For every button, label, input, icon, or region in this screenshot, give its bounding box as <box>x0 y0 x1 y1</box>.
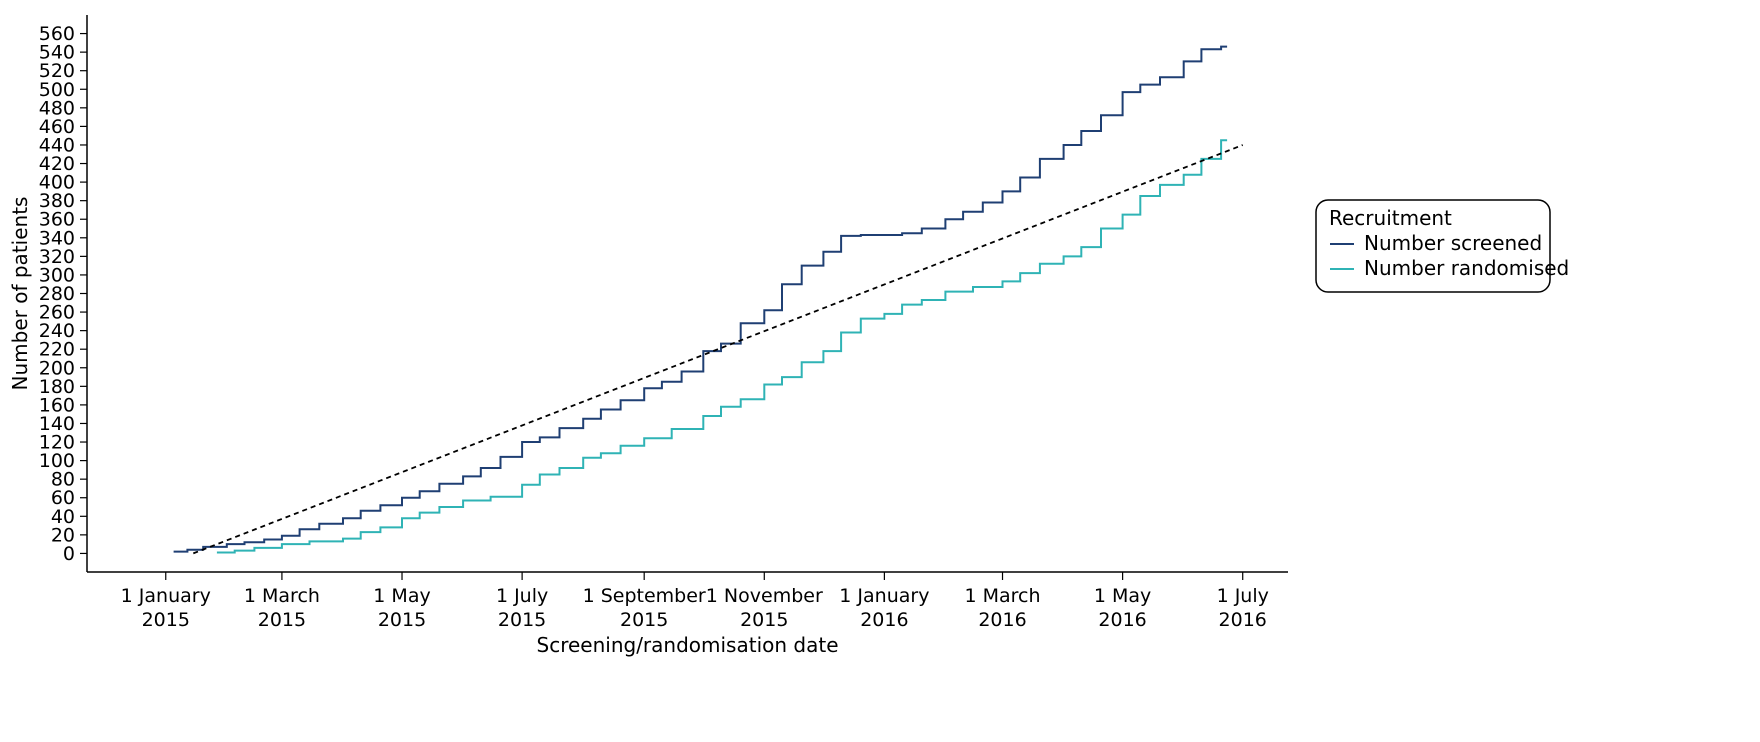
x-tick-label-line1: 1 January <box>839 585 929 607</box>
x-tick-label-line1: 1 September <box>583 585 706 607</box>
y-tick-label: 520 <box>39 60 75 82</box>
y-tick-label: 480 <box>39 97 75 119</box>
y-tick-label: 0 <box>63 543 75 565</box>
y-tick-label: 240 <box>39 320 75 342</box>
x-tick-label-line1: 1 May <box>373 585 430 607</box>
axes <box>86 15 1288 573</box>
legend-item-label: Number screened <box>1364 231 1542 255</box>
y-tick-label: 460 <box>39 116 75 138</box>
y-tick-label: 180 <box>39 376 75 398</box>
y-tick-label: 540 <box>39 42 75 64</box>
y-tick-label: 400 <box>39 172 75 194</box>
x-axis-title: Screening/randomisation date <box>537 633 839 657</box>
legend-box <box>1315 199 1551 293</box>
y-tick-label: 200 <box>39 357 75 379</box>
series-line-1 <box>216 139 1228 554</box>
y-tick-label: 80 <box>51 469 75 491</box>
y-tick-label: 500 <box>39 79 75 101</box>
x-tick-label-line2: 2016 <box>860 609 908 631</box>
y-tick-label: 420 <box>39 153 75 175</box>
x-tick-label-line1: 1 July <box>496 585 548 607</box>
x-tick-label-line2: 2015 <box>378 609 426 631</box>
y-tick-label: 60 <box>51 487 75 509</box>
y-tick-label: 160 <box>39 394 75 416</box>
x-tick-label-line1: 1 November <box>706 585 823 607</box>
x-tick-label-line2: 2016 <box>1219 609 1267 631</box>
y-tick-label: 140 <box>39 413 75 435</box>
y-tick-label: 560 <box>39 23 75 45</box>
y-tick-label: 360 <box>39 209 75 231</box>
y-tick-label: 120 <box>39 432 75 454</box>
y-axis-ticks: 0204060801001201401601802002202402602803… <box>39 23 87 565</box>
x-tick-label-line2: 2015 <box>740 609 788 631</box>
x-tick-label-line2: 2016 <box>1098 609 1146 631</box>
y-tick-label: 40 <box>51 506 75 528</box>
x-tick-label-line1: 1 March <box>964 585 1040 607</box>
y-tick-label: 300 <box>39 264 75 286</box>
x-tick-label-line2: 2016 <box>978 609 1026 631</box>
y-tick-label: 320 <box>39 246 75 268</box>
legend-item-label: Number randomised <box>1364 256 1569 280</box>
y-tick-label: 340 <box>39 227 75 249</box>
y-tick-label: 280 <box>39 283 75 305</box>
y-tick-label: 220 <box>39 339 75 361</box>
series-layer <box>173 45 1244 555</box>
y-tick-label: 260 <box>39 302 75 324</box>
legend-title: Recruitment <box>1329 206 1452 230</box>
x-tick-label-line1: 1 March <box>244 585 320 607</box>
y-tick-label: 100 <box>39 450 75 472</box>
x-tick-label-line2: 2015 <box>258 609 306 631</box>
x-tick-label-line2: 2015 <box>142 609 190 631</box>
x-tick-label-line2: 2015 <box>620 609 668 631</box>
y-axis-title: Number of patients <box>8 197 32 391</box>
target-line <box>192 144 1244 555</box>
x-tick-label-line1: 1 January <box>121 585 211 607</box>
series-line-0 <box>173 45 1228 553</box>
x-tick-label-line1: 1 July <box>1217 585 1269 607</box>
y-tick-label: 20 <box>51 524 75 546</box>
x-tick-label-line2: 2015 <box>498 609 546 631</box>
y-tick-label: 440 <box>39 134 75 156</box>
x-tick-label-line1: 1 May <box>1094 585 1151 607</box>
y-tick-label: 380 <box>39 190 75 212</box>
